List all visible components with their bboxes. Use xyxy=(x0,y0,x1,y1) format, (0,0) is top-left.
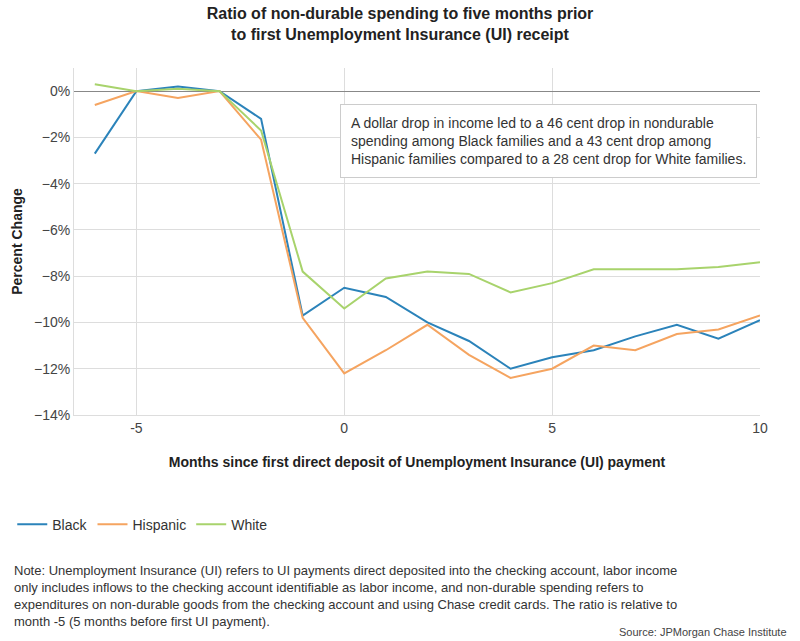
svg-text:Hispanic: Hispanic xyxy=(132,517,186,533)
svg-text:-5: -5 xyxy=(130,420,143,436)
svg-text:5: 5 xyxy=(548,420,556,436)
svg-text:Source: JPMorgan Chase Institu: Source: JPMorgan Chase Institute xyxy=(619,626,787,638)
svg-text:White: White xyxy=(231,517,267,533)
svg-text:A dollar drop in income led to: A dollar drop in income led to a 46 cent… xyxy=(351,115,746,167)
svg-text:0: 0 xyxy=(340,420,348,436)
svg-text:−6%: −6% xyxy=(42,222,70,238)
svg-text:−10%: −10% xyxy=(34,314,70,330)
svg-text:−4%: −4% xyxy=(42,176,70,192)
svg-text:−2%: −2% xyxy=(42,129,70,145)
svg-text:Percent Change: Percent Change xyxy=(9,188,25,295)
svg-text:Ratio of non-durable spending: Ratio of non-durable spending to five mo… xyxy=(207,5,594,43)
svg-text:−8%: −8% xyxy=(42,268,70,284)
svg-text:Months since first direct depo: Months since first direct deposit of Une… xyxy=(169,454,666,470)
svg-text:0%: 0% xyxy=(50,83,70,99)
svg-text:−12%: −12% xyxy=(34,361,70,377)
svg-text:−14%: −14% xyxy=(34,407,70,423)
svg-text:Note: Unemployment Insurance (: Note: Unemployment Insurance (UI) refers… xyxy=(14,563,677,629)
svg-text:Black: Black xyxy=(52,517,87,533)
svg-text:10: 10 xyxy=(752,420,768,436)
